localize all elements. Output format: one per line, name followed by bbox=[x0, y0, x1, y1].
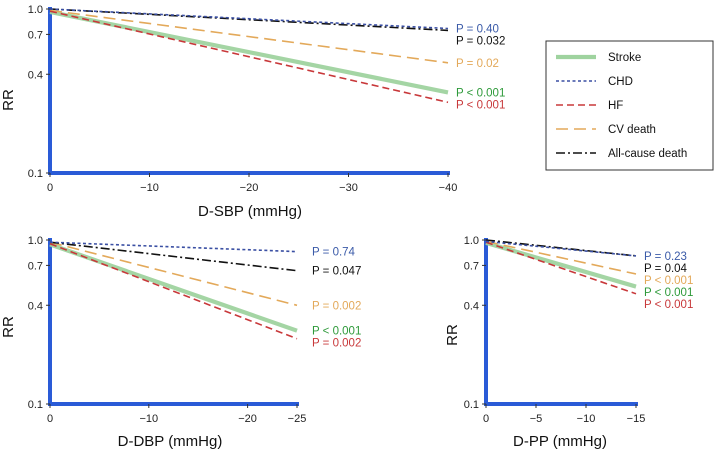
pp-series-all_cause bbox=[485, 239, 637, 257]
pp-p-value-chd: P = 0.23 bbox=[644, 251, 687, 263]
panel-pp: 0.1 0.4 0.7 1.0 0 −5 −10 −15 D-PP (mmHg) RR P = 0.… bbox=[444, 235, 693, 450]
pp-y-axis-label: RR bbox=[444, 324, 461, 346]
pp-y-tick-label: 0.1 bbox=[464, 399, 479, 411]
pp-x-tick-label: −15 bbox=[627, 413, 646, 425]
pp-x-axis-label: D-PP (mmHg) bbox=[513, 433, 607, 450]
legend-label-chd: CHD bbox=[608, 76, 633, 88]
pp-p-value-stroke: P < 0.001 bbox=[644, 287, 693, 299]
sbp-y-axis-label: RR bbox=[0, 89, 17, 111]
legend-label-hf: HF bbox=[608, 100, 623, 112]
sbp-x-tick-label: −40 bbox=[439, 182, 458, 194]
sbp-series-hf bbox=[49, 10, 449, 104]
pp-x-tick-label: −5 bbox=[530, 413, 543, 425]
pp-x-tick-label: 0 bbox=[483, 413, 489, 425]
dbp-x-tick-label: 0 bbox=[47, 413, 53, 425]
panel-sbp: 0.1 0.4 0.7 1.0 0 −10 −20 −30 −40 D-SBP (mmHg) RR P… bbox=[0, 4, 505, 220]
sbp-x-tick-label: 0 bbox=[47, 182, 53, 194]
sbp-p-value-hf: P < 0.001 bbox=[456, 99, 505, 111]
dbp-x-tick-label: −10 bbox=[139, 413, 158, 425]
dbp-series-all_cause bbox=[49, 241, 298, 272]
sbp-series-cv_death bbox=[49, 9, 449, 64]
legend-label-cv_death: CV death bbox=[608, 124, 656, 136]
sbp-p-value-cv_death: P = 0.02 bbox=[456, 58, 499, 70]
dbp-y-tick-label: 0.7 bbox=[28, 260, 43, 272]
dbp-y-tick-label: 0.1 bbox=[28, 399, 43, 411]
dbp-series-stroke bbox=[49, 242, 298, 333]
sbp-p-value-chd: P = 0.40 bbox=[456, 24, 499, 36]
dbp-p-value-chd: P = 0.74 bbox=[312, 247, 356, 259]
sbp-p-value-all_cause: P = 0.032 bbox=[456, 36, 505, 48]
dbp-p-value-stroke: P < 0.001 bbox=[312, 326, 361, 338]
legend-label-all_cause: All-cause death bbox=[608, 148, 687, 160]
pp-x-tick-label: −10 bbox=[577, 413, 596, 425]
pp-series-cv_death bbox=[485, 240, 637, 275]
sbp-x-axis-label: D-SBP (mmHg) bbox=[198, 203, 302, 220]
legend-label-stroke: Stroke bbox=[608, 52, 641, 64]
sbp-y-tick-label: 0.4 bbox=[28, 69, 43, 81]
sbp-series-stroke bbox=[49, 9, 449, 95]
sbp-series-chd bbox=[49, 8, 449, 30]
dbp-x-axis-label: D-DBP (mmHg) bbox=[118, 433, 223, 450]
dbp-y-tick-label: 1.0 bbox=[28, 235, 43, 247]
sbp-series-all_cause bbox=[49, 8, 449, 32]
dbp-x-tick-label: −20 bbox=[238, 413, 257, 425]
dbp-y-axis-label: RR bbox=[0, 316, 17, 338]
sbp-x-tick-label: −30 bbox=[339, 182, 358, 194]
dbp-p-value-all_cause: P = 0.047 bbox=[312, 266, 361, 278]
dbp-y-tick-label: 0.4 bbox=[28, 300, 43, 312]
legend: Stroke CHD HF CV death All-cause death bbox=[545, 40, 714, 171]
sbp-x-tick-label: −20 bbox=[240, 182, 259, 194]
pp-y-tick-label: 0.4 bbox=[464, 300, 479, 312]
panel-dbp: 0.1 0.4 0.7 1.0 0 −10 −20 −25 D-DBP (mmHg) RR P = … bbox=[0, 235, 361, 450]
sbp-y-tick-label: 1.0 bbox=[28, 4, 43, 16]
dbp-series-cv_death bbox=[49, 241, 298, 307]
dbp-x-tick-label: −25 bbox=[288, 413, 307, 425]
sbp-p-value-stroke: P < 0.001 bbox=[456, 87, 505, 99]
dbp-series-hf bbox=[49, 242, 298, 340]
sbp-y-tick-label: 0.7 bbox=[28, 29, 43, 41]
pp-y-tick-label: 1.0 bbox=[464, 235, 479, 247]
pp-p-value-all_cause: P = 0.04 bbox=[644, 263, 688, 275]
sbp-y-tick-label: 0.1 bbox=[28, 168, 43, 180]
dbp-p-value-cv_death: P = 0.002 bbox=[312, 300, 361, 312]
dbp-series-chd bbox=[49, 241, 298, 253]
sbp-x-tick-label: −10 bbox=[140, 182, 159, 194]
dbp-p-value-hf: P = 0.002 bbox=[312, 338, 361, 350]
pp-p-value-cv_death: P < 0.001 bbox=[644, 275, 693, 287]
pp-series-hf bbox=[485, 241, 637, 295]
pp-p-value-hf: P < 0.001 bbox=[644, 299, 693, 311]
pp-y-tick-label: 0.7 bbox=[464, 260, 479, 272]
